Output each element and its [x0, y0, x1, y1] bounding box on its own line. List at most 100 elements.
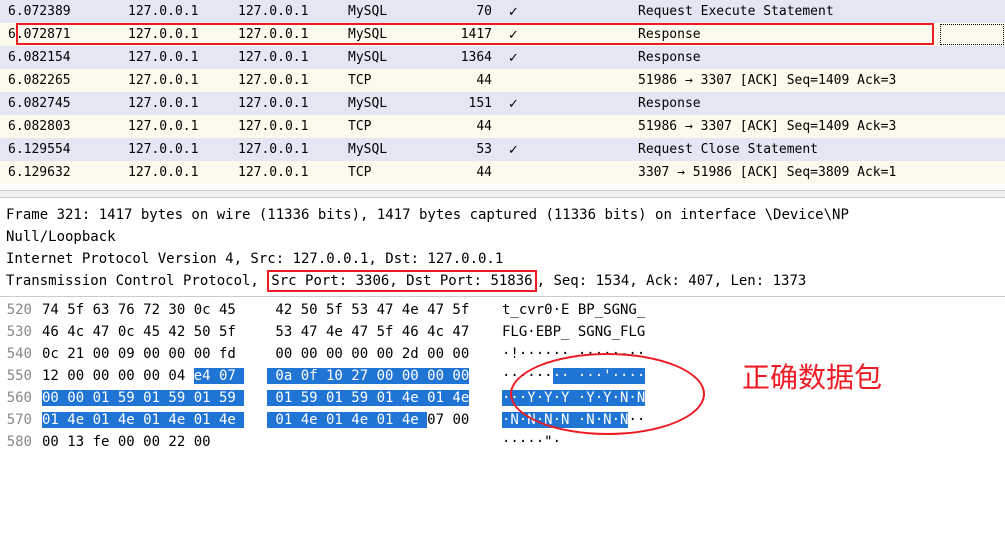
hex-row: 52074 5f 63 76 72 30 0c 45 42 50 5f 53 4… [0, 299, 1005, 321]
hex-bytes-right: 01 59 01 59 01 4e 01 4e [267, 387, 502, 409]
dst-cell: 127.0.0.1 [230, 138, 340, 161]
dst-cell: 127.0.0.1 [230, 69, 340, 92]
dst-cell: 127.0.0.1 [230, 23, 340, 46]
hex-bytes-left: 74 5f 63 76 72 30 0c 45 [42, 299, 267, 321]
len-cell: 151 [430, 92, 500, 115]
pane-divider[interactable] [0, 190, 1005, 198]
info-cell: Request Execute Statement [630, 0, 1005, 23]
src-cell: 127.0.0.1 [120, 23, 230, 46]
len-cell: 53 [430, 138, 500, 161]
proto-cell: MySQL [340, 138, 430, 161]
annotation-red-box-ports: Src Port: 3306, Dst Port: 51836 [267, 270, 536, 292]
hex-ascii: t_cvr0·E BP_SGNG_ [502, 299, 702, 321]
hex-bytes-right [267, 431, 502, 453]
annotation-label: 正确数据包 [742, 367, 882, 389]
check-cell: ✓ [500, 0, 630, 23]
hex-bytes-right: 00 00 00 00 00 2d 00 00 [267, 343, 502, 365]
check-cell: ✓ [500, 46, 630, 69]
info-cell: Response [630, 92, 1005, 115]
hex-bytes-right: 01 4e 01 4e 01 4e 07 00 [267, 409, 502, 431]
time-cell: 6.072389 [0, 0, 120, 23]
hex-offset: 530 [0, 321, 42, 343]
len-cell: 1417 [430, 23, 500, 46]
proto-cell: MySQL [340, 0, 430, 23]
packet-row[interactable]: 6.082803127.0.0.1127.0.0.1TCP4451986 → 3… [0, 115, 1005, 138]
len-cell: 44 [430, 69, 500, 92]
src-cell: 127.0.0.1 [120, 138, 230, 161]
packet-list-pane: 6.072389127.0.0.1127.0.0.1MySQL70✓Reques… [0, 0, 1005, 184]
detail-tcp-prefix: Transmission Control Protocol, [6, 273, 267, 289]
detail-line-frame: Frame 321: 1417 bytes on wire (11336 bit… [6, 204, 999, 226]
time-cell: 6.082154 [0, 46, 120, 69]
hex-row: 57001 4e 01 4e 01 4e 01 4e 01 4e 01 4e 0… [0, 409, 1005, 431]
info-cell: Response [630, 46, 1005, 69]
detail-tcp-suffix: , Seq: 1534, Ack: 407, Len: 1373 [537, 273, 807, 289]
packet-row[interactable]: 6.129632127.0.0.1127.0.0.1TCP443307 → 51… [0, 161, 1005, 184]
proto-cell: MySQL [340, 92, 430, 115]
check-cell: ✓ [500, 23, 630, 46]
info-cell: Request Close Statement [630, 138, 1005, 161]
packet-row[interactable]: 6.072389127.0.0.1127.0.0.1MySQL70✓Reques… [0, 0, 1005, 23]
hex-bytes-right: 42 50 5f 53 47 4e 47 5f [267, 299, 502, 321]
hex-ascii: ···Y·Y·Y ·Y·Y·N·N [502, 387, 702, 409]
src-cell: 127.0.0.1 [120, 92, 230, 115]
packet-list-table[interactable]: 6.072389127.0.0.1127.0.0.1MySQL70✓Reques… [0, 0, 1005, 184]
info-cell: 3307 → 51986 [ACK] Seq=3809 Ack=1 [630, 161, 1005, 184]
hex-ascii: ·!······ ·····-·· [502, 343, 702, 365]
len-cell: 70 [430, 0, 500, 23]
packet-row[interactable]: 6.082154127.0.0.1127.0.0.1MySQL1364✓Resp… [0, 46, 1005, 69]
detail-line-ip: Internet Protocol Version 4, Src: 127.0.… [6, 248, 999, 270]
packet-row[interactable]: 6.129554127.0.0.1127.0.0.1MySQL53✓Reques… [0, 138, 1005, 161]
hex-offset: 520 [0, 299, 42, 321]
proto-cell: TCP [340, 115, 430, 138]
time-cell: 6.082745 [0, 92, 120, 115]
info-cell: 51986 → 3307 [ACK] Seq=1409 Ack=3 [630, 115, 1005, 138]
dst-cell: 127.0.0.1 [230, 115, 340, 138]
dst-cell: 127.0.0.1 [230, 46, 340, 69]
src-cell: 127.0.0.1 [120, 115, 230, 138]
proto-cell: TCP [340, 69, 430, 92]
hex-ascii: ·····"· [502, 431, 702, 453]
check-cell [500, 161, 630, 184]
time-cell: 6.129632 [0, 161, 120, 184]
len-cell: 1364 [430, 46, 500, 69]
proto-cell: MySQL [340, 23, 430, 46]
hex-row: 53046 4c 47 0c 45 42 50 5f 53 47 4e 47 5… [0, 321, 1005, 343]
src-cell: 127.0.0.1 [120, 69, 230, 92]
packet-row[interactable]: 6.072871127.0.0.1127.0.0.1MySQL1417✓Resp… [0, 23, 1005, 46]
len-cell: 44 [430, 115, 500, 138]
packet-row[interactable]: 6.082745127.0.0.1127.0.0.1MySQL151✓Respo… [0, 92, 1005, 115]
dst-cell: 127.0.0.1 [230, 0, 340, 23]
packet-details-pane[interactable]: Frame 321: 1417 bytes on wire (11336 bit… [0, 198, 1005, 297]
time-cell: 6.129554 [0, 138, 120, 161]
hex-offset: 580 [0, 431, 42, 453]
hex-ascii: ········ ···'···· [502, 365, 702, 387]
proto-cell: MySQL [340, 46, 430, 69]
hex-ascii: ·N·N·N·N ·N·N·N·· [502, 409, 702, 431]
time-cell: 6.082803 [0, 115, 120, 138]
src-cell: 127.0.0.1 [120, 161, 230, 184]
dst-cell: 127.0.0.1 [230, 161, 340, 184]
hex-offset: 560 [0, 387, 42, 409]
check-cell: ✓ [500, 138, 630, 161]
proto-cell: TCP [340, 161, 430, 184]
src-cell: 127.0.0.1 [120, 0, 230, 23]
detail-line-tcp: Transmission Control Protocol, Src Port:… [6, 270, 999, 292]
hex-bytes-left: 46 4c 47 0c 45 42 50 5f [42, 321, 267, 343]
packet-row[interactable]: 6.082265127.0.0.1127.0.0.1TCP4451986 → 3… [0, 69, 1005, 92]
hex-offset: 540 [0, 343, 42, 365]
time-cell: 6.072871 [0, 23, 120, 46]
hex-bytes-right: 53 47 4e 47 5f 46 4c 47 [267, 321, 502, 343]
hex-offset: 550 [0, 365, 42, 387]
hex-bytes-left: 12 00 00 00 00 04 e4 07 [42, 365, 267, 387]
hex-bytes-left: 00 00 01 59 01 59 01 59 [42, 387, 267, 409]
info-cell: Response [630, 23, 1005, 46]
hex-ascii: FLG·EBP_ SGNG_FLG [502, 321, 702, 343]
hex-bytes-left: 00 13 fe 00 00 22 00 [42, 431, 267, 453]
time-cell: 6.082265 [0, 69, 120, 92]
hex-bytes-right: 0a 0f 10 27 00 00 00 00 [267, 365, 502, 387]
hex-bytes-left: 0c 21 00 09 00 00 00 fd [42, 343, 267, 365]
hex-dump-pane[interactable]: 52074 5f 63 76 72 30 0c 45 42 50 5f 53 4… [0, 297, 1005, 457]
hex-row: 58000 13 fe 00 00 22 00 ·····"· [0, 431, 1005, 453]
detail-line-null: Null/Loopback [6, 226, 999, 248]
